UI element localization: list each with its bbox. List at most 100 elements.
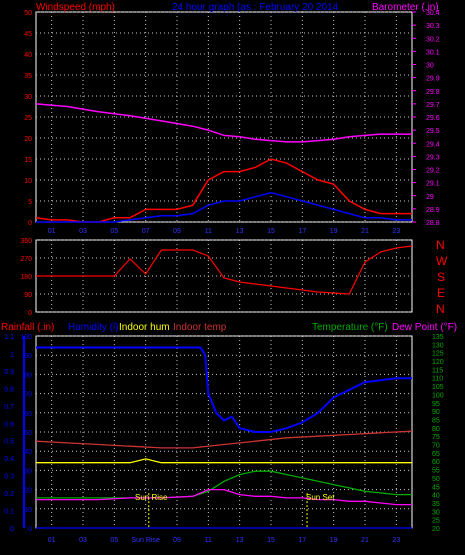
hour-tick-top: 17 <box>298 228 306 235</box>
hour-tick-bottom: 13 <box>236 537 244 544</box>
temperature-tick: 95 <box>432 401 440 408</box>
compass-e: E <box>437 286 445 300</box>
temperature-tick: 125 <box>432 351 444 358</box>
tick-labels: 0510152025303540455028.828.92929.129.229… <box>4 10 444 544</box>
compass-n-bottom: N <box>436 302 445 316</box>
windspeed-tick: 5 <box>28 199 32 206</box>
rainfall-tick: 0.2 <box>4 491 14 498</box>
rainfall-tick: 0.1 <box>4 509 14 516</box>
rainfall-tick: 0.5 <box>4 439 14 446</box>
humidity-label: Humidity (l) <box>68 322 119 333</box>
humidity-tick: 60 <box>24 411 32 418</box>
series-baro <box>35 103 412 143</box>
barometer-tick: 30.2 <box>426 36 440 43</box>
temperature-tick: 60 <box>432 459 440 466</box>
rainfall-tick: 0.7 <box>4 404 14 411</box>
barometer-tick: 30.3 <box>426 23 440 30</box>
compass-s: S <box>437 270 445 284</box>
windspeed-tick: 50 <box>24 10 32 17</box>
barometer-tick: 29.7 <box>426 102 440 109</box>
humidity-tick: 40 <box>24 449 32 456</box>
barometer-tick: 29.8 <box>426 89 440 96</box>
windspeed-tick: 10 <box>24 178 32 185</box>
windspeed-tick: 0 <box>28 220 32 227</box>
series-dir <box>36 245 413 295</box>
hour-tick-top: 13 <box>236 228 244 235</box>
series-indoor_hum <box>36 458 412 464</box>
hour-tick-top: 01 <box>48 228 56 235</box>
rainfall-tick: 1 <box>10 351 14 358</box>
rainfall-tick: 0.4 <box>4 456 14 463</box>
direction-tick: 180 <box>20 274 32 281</box>
temperature-tick: 130 <box>432 342 444 349</box>
hour-tick-top: 09 <box>173 228 181 235</box>
hour-tick-top: 07 <box>142 228 150 235</box>
barometer-tick: 29.5 <box>426 128 440 135</box>
series-wind <box>35 158 412 223</box>
temperature-tick: 120 <box>432 359 444 366</box>
temperature-tick: 135 <box>432 334 444 341</box>
temperature-label: Temperature (°F) <box>312 322 388 333</box>
hour-tick-bottom: 19 <box>330 537 338 544</box>
windspeed-tick: 25 <box>24 115 32 122</box>
temperature-tick: 105 <box>432 384 444 391</box>
direction-tick: 270 <box>20 256 32 263</box>
temperature-tick: 30 <box>432 509 440 516</box>
temperature-tick: 75 <box>432 434 440 441</box>
temperature-tick: 115 <box>432 367 443 374</box>
sun-set-annotation: Sun Set <box>306 493 335 502</box>
rainfall-tick: 0.6 <box>4 421 14 428</box>
hour-tick-top: 23 <box>392 228 400 235</box>
barometer-tick: 30.4 <box>426 10 440 17</box>
barometer-tick: 28.8 <box>426 220 440 227</box>
compass-n-top: N <box>436 238 445 252</box>
temperature-tick: 110 <box>432 376 443 383</box>
barometer-tick: 29.2 <box>426 168 440 175</box>
grid-lines <box>36 11 412 529</box>
barometer-tick: 29.3 <box>426 154 440 161</box>
hour-tick-bottom: 01 <box>48 537 56 544</box>
indoor-hum-label: Indoor hum <box>119 322 170 333</box>
hour-tick-top: 19 <box>330 228 338 235</box>
windspeed-tick: 15 <box>24 157 32 164</box>
temperature-tick: 65 <box>432 451 440 458</box>
series-lines <box>35 103 413 529</box>
barometer-tick: 28.9 <box>426 207 440 214</box>
windspeed-tick: 40 <box>24 52 32 59</box>
hour-tick-top: 05 <box>110 228 118 235</box>
rainfall-label: Rainfall (.in) <box>1 322 54 333</box>
windspeed-tick: 30 <box>24 94 32 101</box>
temperature-tick: 20 <box>432 526 440 533</box>
compass-w: W <box>436 254 448 268</box>
hour-tick-top: 15 <box>267 228 275 235</box>
humidity-tick: 80 <box>24 372 32 379</box>
hour-tick-bottom: 05 <box>110 537 118 544</box>
barometer-tick: 29.1 <box>426 181 440 188</box>
hour-tick-top: 21 <box>361 228 369 235</box>
temperature-tick: 70 <box>432 443 440 450</box>
windspeed-tick: 45 <box>24 31 32 38</box>
indoor-temp-label: Indoor temp <box>173 322 227 333</box>
hour-tick-bottom: 11 <box>205 537 212 544</box>
rainfall-tick: 0.9 <box>4 369 14 376</box>
barometer-tick: 29.4 <box>426 141 440 148</box>
barometer-tick: 30.1 <box>426 49 440 56</box>
humidity-tick: 10 <box>24 507 32 514</box>
humidity-tick: 100 <box>20 334 32 341</box>
sun-rise-annotation: Sun Rise <box>135 493 168 502</box>
humidity-tick: 50 <box>24 430 32 437</box>
hour-tick-bottom: 15 <box>267 537 275 544</box>
rainfall-tick: 0.3 <box>4 474 14 481</box>
windspeed-axis-label: Windspeed (mph) <box>36 2 115 13</box>
chart-title: 24 hour graph (as : February 20 2014 <box>172 2 339 13</box>
hour-tick-bottom: 03 <box>79 537 87 544</box>
humidity-tick: 90 <box>24 353 32 360</box>
hour-tick-bottom: Sun Rise <box>131 537 160 544</box>
temperature-tick: 80 <box>432 426 440 433</box>
hour-tick-bottom: 17 <box>298 537 306 544</box>
hour-tick-bottom: 09 <box>173 537 181 544</box>
humidity-tick: 30 <box>24 468 32 475</box>
direction-tick: 0 <box>28 310 32 317</box>
series-humidity <box>36 346 412 433</box>
